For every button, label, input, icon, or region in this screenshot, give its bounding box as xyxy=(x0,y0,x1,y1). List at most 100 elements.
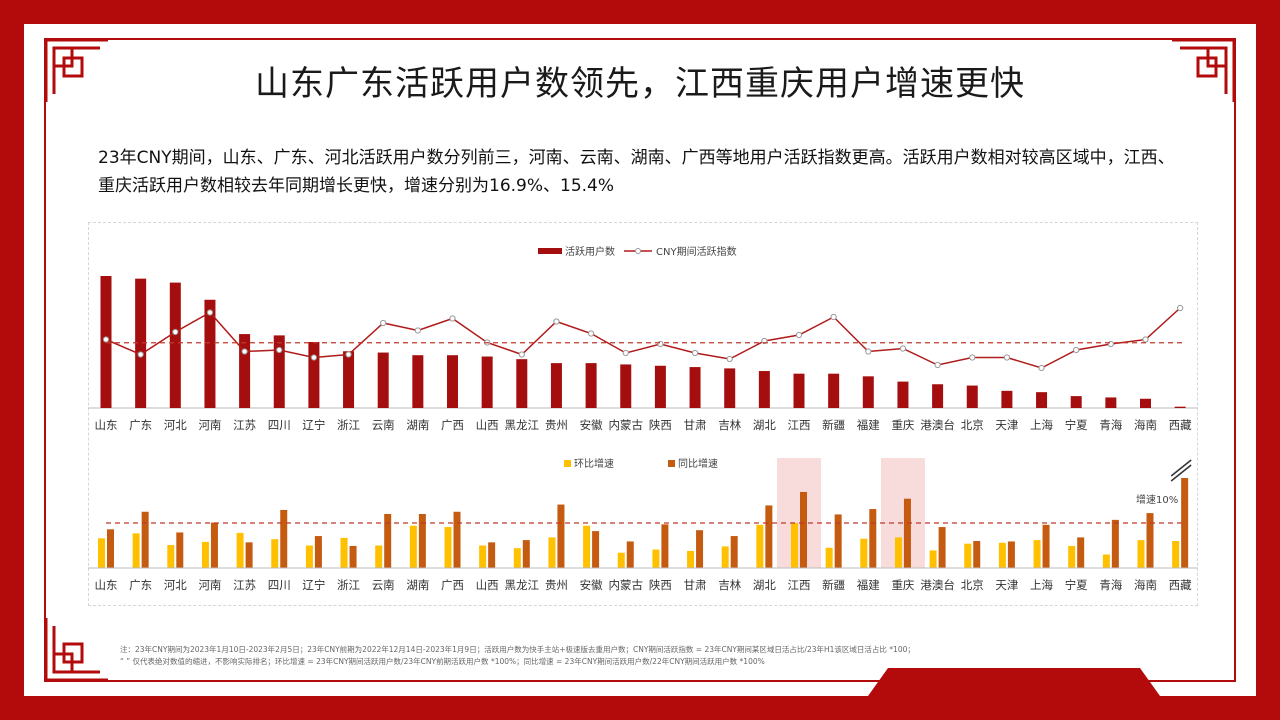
point-activity-index xyxy=(380,319,387,327)
x-tick-label: 内蒙古 xyxy=(609,418,644,432)
bar-mom-growth xyxy=(375,545,383,568)
bar-mom-growth xyxy=(1137,540,1145,568)
x-tick-label: 青海 xyxy=(1099,418,1122,432)
point-activity-index xyxy=(206,309,214,316)
corner-ornament-tl xyxy=(44,38,108,102)
bar-active-users xyxy=(273,335,285,408)
bar-active-users xyxy=(239,334,251,408)
bar-yoy-growth xyxy=(557,504,565,568)
bar-yoy-growth xyxy=(661,524,669,568)
x-tick-label: 浙江 xyxy=(337,578,360,592)
reference-line-label: 增速10% xyxy=(1136,493,1178,506)
highlight-box-江西 xyxy=(777,458,821,568)
bar-active-users xyxy=(1105,397,1117,408)
bar-mom-growth xyxy=(479,545,487,568)
point-activity-index xyxy=(934,361,941,369)
legend-swatch-mom xyxy=(564,460,571,467)
x-tick-label: 天津 xyxy=(995,418,1018,432)
x-tick-label: 浙江 xyxy=(337,418,360,432)
legend-swatch-yoy xyxy=(668,460,675,467)
bar-active-users xyxy=(550,363,562,408)
point-activity-index xyxy=(276,346,283,354)
point-activity-index xyxy=(102,336,110,343)
x-tick-label: 河南 xyxy=(198,418,221,432)
bar-yoy-growth xyxy=(730,536,738,568)
x-tick-label: 福建 xyxy=(857,418,880,432)
bar-active-users xyxy=(932,384,944,408)
x-tick-label: 内蒙古 xyxy=(609,578,644,592)
bar-active-users xyxy=(862,376,874,408)
x-tick-label: 天津 xyxy=(995,578,1018,592)
x-tick-label: 江西 xyxy=(788,418,811,432)
bar-active-users xyxy=(585,363,597,408)
footnote-1: 注：23年CNY期间为2023年1月10日-2023年2月5日；23年CNY前期… xyxy=(120,645,915,654)
x-tick-label: 港澳台 xyxy=(920,578,955,592)
legend-label: 环比增速 xyxy=(574,457,614,470)
x-tick-label: 港澳台 xyxy=(920,418,955,432)
bar-active-users xyxy=(1001,390,1013,408)
bar-active-users xyxy=(135,278,147,408)
x-tick-label: 福建 xyxy=(857,578,880,592)
bar-active-users xyxy=(966,385,978,408)
chart-area xyxy=(88,222,1198,606)
bar-yoy-growth xyxy=(938,527,946,568)
decorative-border xyxy=(44,38,1236,682)
x-tick-label: 湖南 xyxy=(406,578,429,592)
bar-active-users xyxy=(1174,406,1186,408)
bar-active-users xyxy=(169,282,181,408)
bar-yoy-growth xyxy=(592,531,600,568)
x-tick-label: 上海 xyxy=(1030,418,1053,432)
point-activity-index xyxy=(241,348,248,355)
bar-yoy-growth xyxy=(522,540,530,568)
bar-mom-growth xyxy=(652,549,660,568)
point-activity-index xyxy=(310,354,317,361)
x-tick-label: 青海 xyxy=(1099,578,1122,592)
x-tick-label: 辽宁 xyxy=(302,578,325,592)
x-tick-label: 海南 xyxy=(1134,418,1157,432)
x-tick-label: 湖北 xyxy=(753,418,776,432)
x-tick-label: 江苏 xyxy=(233,578,256,592)
x-tick-label: 贵州 xyxy=(545,578,568,592)
bar-active-users xyxy=(620,364,632,408)
point-activity-index xyxy=(1177,304,1184,312)
corner-ornament-bl xyxy=(44,618,108,682)
x-tick-label: 新疆 xyxy=(822,578,845,592)
bar-mom-growth xyxy=(687,550,695,568)
x-tick-label: 安徽 xyxy=(580,578,603,592)
charts-svg: 山东 广东 河北 河南 江苏 四川 辽宁 浙江 云南 湖南 广西 山西 黑龙江 贵州 安徽 内蒙古 陕西 甘肃 吉林… xyxy=(88,245,1198,592)
axis-break-mark xyxy=(1170,464,1192,482)
bar-mom-growth xyxy=(791,523,798,568)
x-tick-label: 甘肃 xyxy=(684,578,707,592)
point-activity-index xyxy=(518,351,525,358)
x-tick-label: 重庆 xyxy=(891,578,914,592)
footnote-2: “ ” 仅代表绝对数值的缩进，不影响实际排名；环比增速 = 23年CNY期间活跃… xyxy=(120,657,765,666)
footnotes: 注：23年CNY期间为2023年1月10日-2023年2月5日；23年CNY前期… xyxy=(120,644,1100,668)
bar-yoy-growth xyxy=(834,514,842,568)
bar-mom-growth xyxy=(1172,541,1180,568)
bar-active-users xyxy=(447,355,458,408)
highlight-box-重庆 xyxy=(880,458,925,568)
point-activity-index xyxy=(899,345,907,352)
x-tick-label: 湖南 xyxy=(406,418,429,432)
x-tick-label: 辽宁 xyxy=(302,418,325,432)
bar-yoy-growth xyxy=(800,491,807,568)
axis-break-mark xyxy=(1170,459,1192,477)
x-tick-label: 河北 xyxy=(164,418,187,432)
bar-yoy-growth xyxy=(765,505,773,568)
bar-mom-growth xyxy=(167,545,175,568)
bar-active-users xyxy=(516,359,528,408)
bar-mom-growth xyxy=(271,539,279,568)
legend-swatch-active-users xyxy=(538,248,562,254)
bar-yoy-growth xyxy=(626,541,634,568)
bar-yoy-growth xyxy=(349,545,357,568)
corner-ornament-tr xyxy=(1172,38,1236,102)
point-activity-index xyxy=(345,351,352,358)
bar-active-users xyxy=(204,299,216,408)
x-tick-label: 江苏 xyxy=(233,418,256,432)
x-tick-label: 吉林 xyxy=(718,418,741,432)
bar-mom-growth xyxy=(721,546,729,568)
bar-mom-growth xyxy=(340,537,348,568)
x-tick-label: 江西 xyxy=(788,578,811,592)
point-activity-index xyxy=(1073,346,1080,354)
footer-brand: 快手 · 磁力引擎 xyxy=(912,650,1017,668)
